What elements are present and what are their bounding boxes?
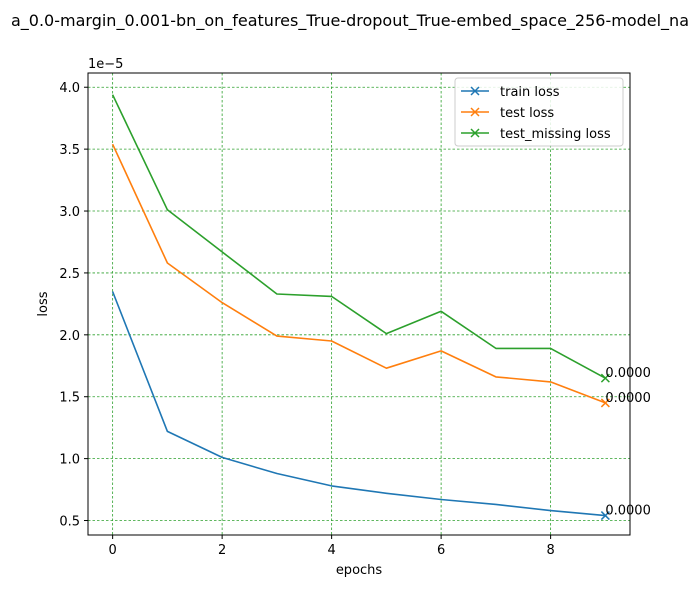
legend-entry: train loss	[461, 85, 560, 100]
y-axis-label: loss	[36, 291, 51, 316]
x-tick-label: 6	[437, 543, 445, 558]
end-value-labels: 0.0000 0.0000 0.0000	[605, 366, 651, 518]
end-marker	[600, 511, 610, 521]
x-axis-label: epochs	[336, 563, 383, 578]
y-tick-label: 0.5	[59, 515, 80, 530]
legend-label: train loss	[500, 85, 560, 100]
y-offset-text: 1e−5	[88, 57, 123, 72]
legend-entry: test loss	[461, 106, 554, 121]
y-tick-label: 2.5	[59, 267, 80, 282]
chart-title: a_0.0-margin_0.001-bn_on_features_True-d…	[11, 11, 689, 31]
end-marker	[600, 373, 610, 383]
end-value-label: 0.0000	[605, 366, 651, 381]
end-value-label: 0.0000	[605, 504, 651, 519]
y-tick-label: 1.0	[59, 453, 80, 468]
series-line	[111, 94, 606, 379]
ticks: 0 2 4 6 8 0.5 1.0 1.5 2.0 2.5 3.0 3.5 4.0	[59, 81, 554, 558]
legend-label: test_missing loss	[500, 127, 611, 142]
series-line	[111, 291, 606, 517]
x-tick-label: 2	[218, 543, 226, 558]
legend: train loss test loss test_missing loss	[454, 77, 624, 147]
series-layer	[111, 94, 610, 521]
legend-entry: test_missing loss	[461, 127, 611, 142]
y-tick-label: 3.5	[59, 143, 80, 158]
x-tick-label: 8	[546, 543, 554, 558]
y-tick-label: 2.0	[59, 329, 80, 344]
end-value-label: 0.0000	[605, 391, 651, 406]
series-line	[111, 143, 606, 404]
y-tick-label: 1.5	[59, 391, 80, 406]
x-tick-label: 4	[327, 543, 335, 558]
y-tick-label: 4.0	[59, 81, 80, 96]
y-tick-label: 3.0	[59, 205, 80, 220]
plot-frame	[87, 72, 631, 536]
legend-label: test loss	[500, 106, 554, 121]
x-tick-label: 0	[108, 543, 116, 558]
legend-box	[454, 77, 624, 147]
end-marker	[600, 398, 610, 408]
